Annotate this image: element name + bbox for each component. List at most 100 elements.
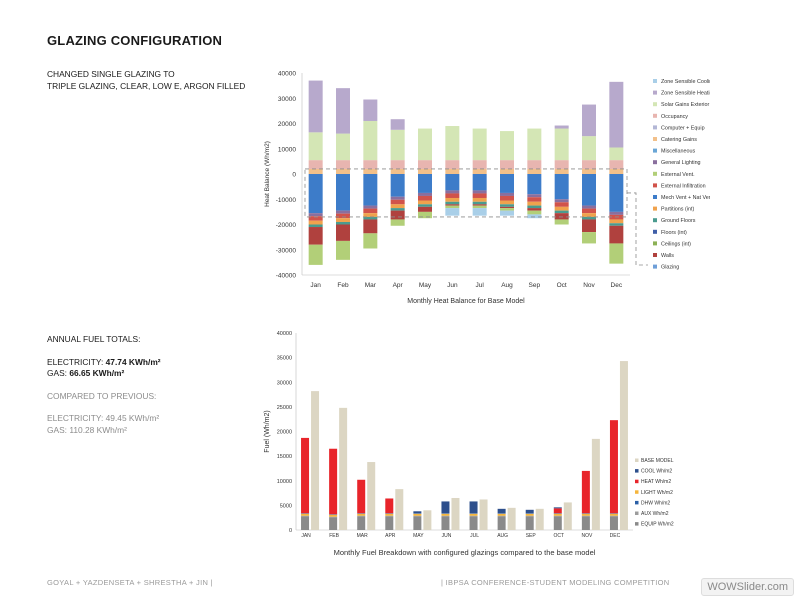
- y-tick-label: 10000: [277, 479, 292, 485]
- bar-segment-catering-gains: [390, 168, 405, 174]
- prev-gas-value: 110.28 KWh/m²: [69, 424, 127, 435]
- bar-segment-partitions-int: [472, 197, 487, 202]
- bar-segment-general-lighting: [308, 213, 323, 217]
- legend-label-computer-equip: Computer + Equip: [661, 125, 705, 131]
- bar-segment-external-vent: [527, 210, 542, 215]
- legend-label-cool-wh-m2: COOL Wh/m2: [641, 469, 672, 475]
- bar-segment-partitions-int: [445, 197, 460, 202]
- bar-segment-equip-wh-m2: [413, 516, 422, 530]
- bar-segment-ground-floors: [363, 216, 378, 220]
- bar-segment-solar-gains-exterior-windows: [336, 133, 350, 161]
- bar-segment-walls: [472, 204, 487, 206]
- legend-label-zone-sensible-heating: Zone Sensible Heating: [661, 91, 710, 97]
- x-tick-label: JUN: [442, 533, 452, 539]
- prev-electricity-label: ELECTRICITY:: [47, 413, 104, 423]
- bar-segment-external-vent: [390, 219, 405, 226]
- legend-label-miscellaneous: Miscellaneous: [661, 149, 695, 155]
- bar-segment-general-lighting: [609, 211, 624, 215]
- bar-segment-external-infiltration: [308, 216, 323, 221]
- legend-label-external-vent: External Vent.: [661, 172, 695, 178]
- bar-segment-external-infiltration: [418, 195, 432, 201]
- bar-segment-heat-wh-m2: [609, 420, 618, 514]
- y-tick-label: 35000: [277, 356, 292, 362]
- legend-swatch-catering-gains: [653, 137, 657, 141]
- bar-segment-mech-vent-nat-vent-infiltration: [472, 174, 487, 191]
- bar-base-model: [619, 361, 628, 530]
- compared-heading: COMPARED TO PREVIOUS:: [47, 390, 157, 401]
- bar-segment-external-infiltration: [582, 208, 596, 214]
- bar-segment-walls: [336, 224, 350, 241]
- bar-segment-external-vent: [554, 219, 569, 225]
- heat-balance-chart: 40000 30000 20000 10000 0 -10000 -20000 -30000 -…: [264, 71, 710, 306]
- bar-segment-external-infiltration: [527, 197, 542, 202]
- bar-segment-ground-floors: [472, 201, 487, 205]
- bar-segment-walls: [445, 204, 460, 206]
- electricity-value: 47.74 KWh/m²: [105, 356, 161, 367]
- bar-segment-cool-wh-m2: [413, 511, 422, 514]
- gas-row: GAS: 66.65 KWh/m²: [47, 368, 247, 380]
- bar-segment-ground-floors: [390, 208, 405, 211]
- bar-segment-catering-gains: [500, 168, 514, 174]
- legend-swatch-external-vent: [653, 171, 657, 176]
- bar-segment-mech-vent-nat-vent-infiltration: [418, 174, 432, 193]
- bar-segment-occupancy: [418, 160, 432, 169]
- bar-base-model: [395, 489, 404, 530]
- bar-segment-walls: [418, 206, 432, 212]
- bar-segment-external-vent: [308, 244, 323, 265]
- bar-base-model: [423, 510, 432, 530]
- bar-segment-zone-sensible-heating: [609, 81, 624, 148]
- bar-segment-mech-vent-nat-vent-infiltration: [609, 174, 624, 212]
- legend-label-aux-wh-m2: AUX Wh/m2: [641, 511, 669, 517]
- bar-segment-partitions-int: [390, 204, 405, 209]
- bar-segment-catering-gains: [445, 168, 460, 174]
- bar-segment-general-lighting: [582, 205, 596, 209]
- bar-segment-equip-wh-m2: [469, 516, 478, 530]
- bar-segment-heat-wh-m2: [581, 470, 590, 514]
- bar-segment-zone-sensible-cooling: [472, 208, 487, 216]
- bar-segment-partitions-int: [582, 213, 596, 217]
- legend-label-heat-wh-m2: HEAT Wh/m2: [641, 479, 671, 485]
- legend-swatch-solar-gains-exterior-windows: [653, 102, 657, 107]
- x-tick-label: Jun: [447, 282, 458, 289]
- bar-segment-general-lighting: [336, 210, 350, 214]
- bar-segment-general-lighting: [445, 190, 460, 194]
- legend-label-zone-sensible-cooling: Zone Sensible Cooling: [661, 79, 710, 85]
- bar-segment-equip-wh-m2: [441, 516, 450, 530]
- change-line-1: CHANGED SINGLE GLAZING TO: [47, 69, 175, 79]
- bar-segment-light-wh-m2: [553, 513, 562, 516]
- y-tick-label: 30000: [277, 380, 292, 386]
- legend-label-ground-floors: Ground Floors: [661, 218, 696, 224]
- bar-segment-external-vent: [609, 243, 624, 264]
- bar-segment-walls: [609, 225, 624, 244]
- x-tick-label: Aug: [501, 282, 513, 289]
- bar-segment-occupancy: [527, 160, 542, 169]
- bar-segment-external-infiltration: [554, 202, 569, 207]
- bar-segment-catering-gains: [418, 168, 432, 174]
- bar-segment-partitions-int: [418, 200, 432, 205]
- bar-segment-external-infiltration: [336, 213, 350, 219]
- bar-segment-zone-sensible-cooling: [500, 210, 514, 216]
- y-tick-label: 0: [289, 528, 292, 534]
- bar-segment-zone-sensible-heating: [308, 80, 323, 133]
- bar-base-model: [563, 502, 572, 530]
- footer-conference: | IBPSA CONFERENCE-STUDENT MODELING COMP…: [441, 578, 670, 587]
- legend-label-external-infiltration: External Infiltration: [661, 183, 706, 189]
- bar-segment-solar-gains-exterior-windows: [418, 128, 432, 161]
- bar-segment-heat-wh-m2: [301, 437, 310, 514]
- bar-segment-mech-vent-nat-vent-infiltration: [390, 174, 405, 197]
- bar-segment-equip-wh-m2: [357, 516, 366, 530]
- x-tick-label: Mar: [365, 282, 377, 289]
- bar-segment-light-wh-m2: [609, 513, 618, 516]
- bar-segment-ground-floors: [445, 201, 460, 205]
- legend-label-occupancy: Occupancy: [661, 114, 688, 120]
- bar-segment-equip-wh-m2: [525, 516, 534, 530]
- bar-segment-catering-gains: [472, 168, 487, 174]
- bar-segment-walls: [308, 227, 323, 245]
- x-tick-label: Dec: [611, 282, 623, 289]
- watermark-badge[interactable]: WOWSlider.com: [701, 578, 794, 596]
- bar-segment-light-wh-m2: [525, 513, 534, 516]
- bar-segment-occupancy: [582, 160, 596, 169]
- bar-segment-occupancy: [363, 160, 378, 169]
- change-description: CHANGED SINGLE GLAZING TO TRIPLE GLAZING…: [47, 69, 245, 92]
- x-tick-label: FEB: [329, 533, 339, 539]
